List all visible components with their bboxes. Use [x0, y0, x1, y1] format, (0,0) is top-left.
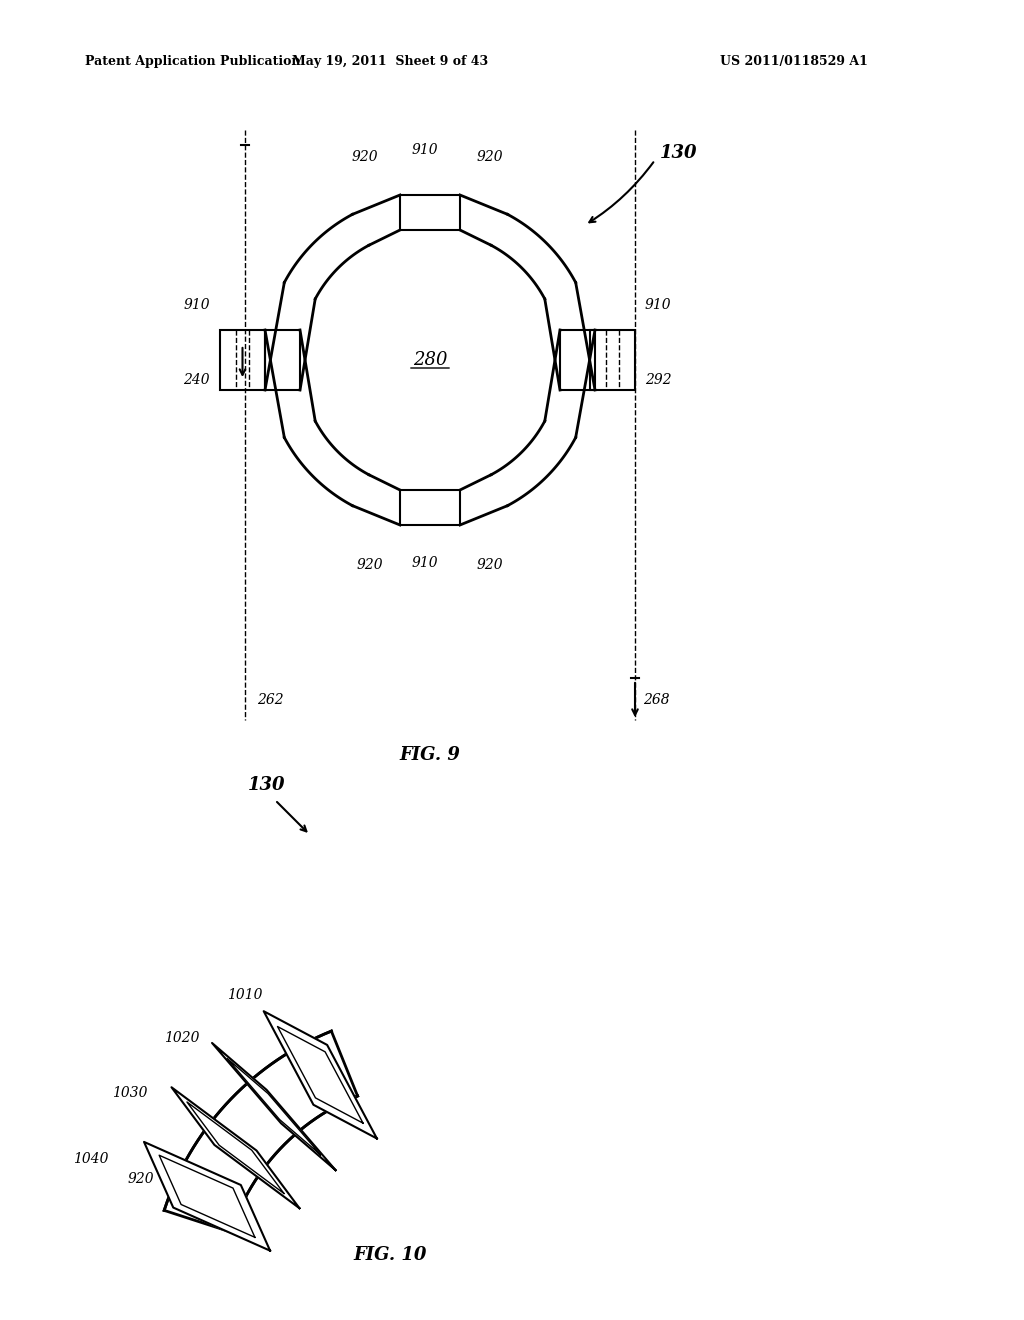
Text: FIG. 10: FIG. 10 [353, 1246, 427, 1265]
Text: 130: 130 [660, 144, 697, 162]
Polygon shape [171, 1088, 299, 1208]
Text: 280: 280 [413, 351, 447, 370]
Text: 910: 910 [645, 298, 672, 312]
Text: 262: 262 [257, 693, 284, 708]
Text: 910: 910 [412, 143, 438, 157]
Text: 920: 920 [356, 558, 383, 572]
Text: 292: 292 [645, 374, 672, 387]
Text: US 2011/0118529 A1: US 2011/0118529 A1 [720, 55, 868, 69]
Bar [220, 330, 265, 389]
Polygon shape [263, 1011, 377, 1139]
Text: May 19, 2011  Sheet 9 of 43: May 19, 2011 Sheet 9 of 43 [292, 55, 488, 69]
Polygon shape [212, 1043, 336, 1171]
Text: 268: 268 [643, 693, 670, 708]
Text: 920: 920 [127, 1172, 154, 1187]
Text: 130: 130 [248, 776, 286, 795]
Text: Patent Application Publication: Patent Application Publication [85, 55, 300, 69]
Text: FIG. 9: FIG. 9 [399, 746, 461, 764]
Text: 240: 240 [183, 374, 210, 387]
Text: 1020: 1020 [164, 1031, 200, 1044]
Text: 1040: 1040 [74, 1152, 109, 1167]
Text: 1030: 1030 [112, 1086, 147, 1101]
Polygon shape [144, 1142, 270, 1250]
Text: 920: 920 [477, 558, 504, 572]
Text: 920: 920 [477, 150, 504, 164]
Text: 920: 920 [351, 150, 378, 164]
Text: 910: 910 [412, 556, 438, 570]
Bar [590, 330, 635, 389]
Text: 910: 910 [183, 298, 210, 312]
Text: 1010: 1010 [227, 987, 262, 1002]
